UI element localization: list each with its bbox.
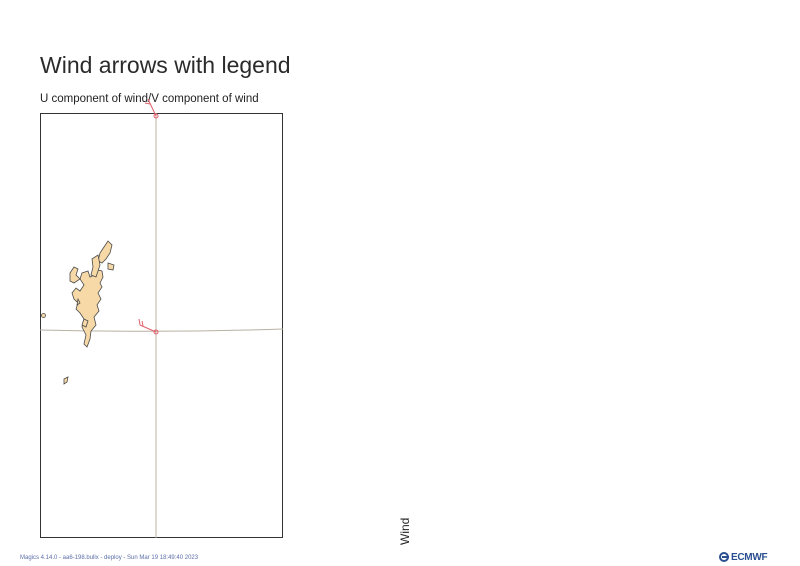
wind-station-marker (153, 329, 159, 335)
wind-arrow-tick (141, 320, 144, 327)
landmass-islands (41, 240, 115, 385)
map-subtitle: U component of wind/V component of wind (40, 93, 259, 105)
wind-arrow-shaft (147, 98, 157, 117)
ecmwf-logo: ECMWF (719, 551, 768, 563)
map-panel[interactable] (39, 98, 284, 538)
wind-arrow-shaft (139, 324, 157, 333)
wind-station-marker (153, 113, 159, 119)
wind-arrow-tick (138, 318, 141, 326)
map-frame-border (40, 113, 283, 538)
footer-text: Magics 4.14.0 - aa6-198.bullx - deploy -… (20, 555, 199, 561)
logo-text: ECMWF (731, 551, 768, 563)
legend-label: Wind (398, 517, 412, 545)
wind-arrow-tick (144, 102, 151, 105)
wind-arrows (138, 98, 159, 335)
parallel-gridline (39, 328, 284, 332)
page-title: Wind arrows with legend (40, 52, 291, 78)
ecmwf-logo-icon (719, 552, 729, 562)
